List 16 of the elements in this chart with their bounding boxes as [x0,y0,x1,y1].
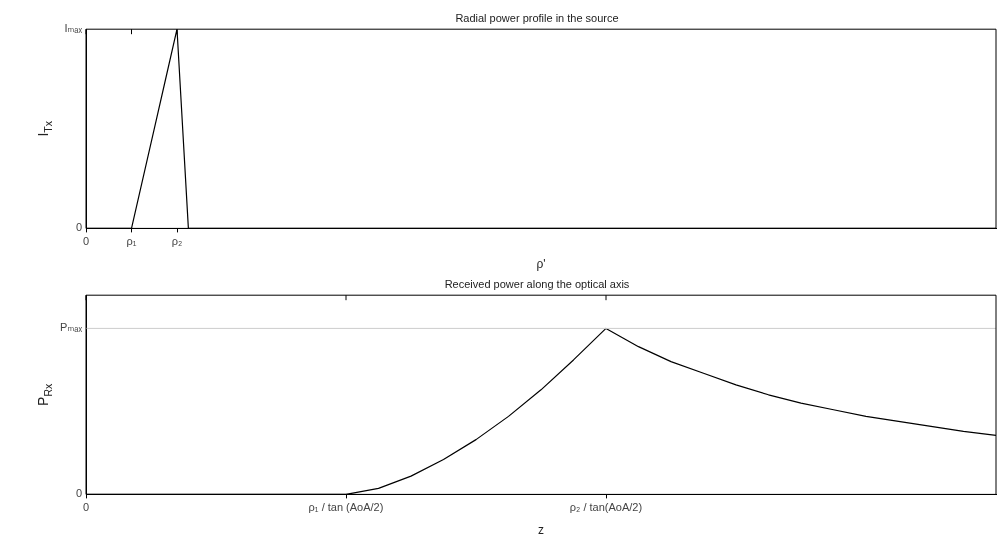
x-tick-label: ρ₂ / tan(AoA/2) [569,501,643,514]
x-tick-label: ρ₂ [171,235,183,248]
x-tick-label: ρ₁ [126,235,137,248]
x-axis-title: ρ' [536,257,546,272]
y-axis-title: ITx [34,120,54,137]
x-axis-title: z [538,523,544,538]
chart-title: Radial power profile in the source [455,11,619,24]
text: Iₘₐₓ [64,22,83,35]
text: Pₘₐₓ [60,321,83,334]
x-tick-label: 0 [82,235,90,248]
x-tick-label: 0 [82,501,90,514]
text: 0 [75,487,82,500]
chart-title: Received power along the optical axis [444,277,630,290]
y-axis-title: PRx [34,382,54,406]
x-tick-label: ρ₁ / tan (AoA/2) [308,501,384,514]
text: 0 [75,221,82,234]
